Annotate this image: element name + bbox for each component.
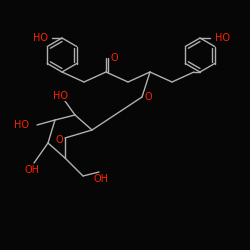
Text: O: O — [144, 92, 152, 102]
Text: O: O — [55, 135, 63, 145]
Text: OH: OH — [24, 165, 40, 175]
Text: HO: HO — [214, 33, 230, 43]
Text: O: O — [110, 53, 118, 63]
Text: HO: HO — [54, 91, 68, 101]
Text: OH: OH — [94, 174, 108, 184]
Text: HO: HO — [14, 120, 29, 130]
Text: HO: HO — [32, 33, 48, 43]
